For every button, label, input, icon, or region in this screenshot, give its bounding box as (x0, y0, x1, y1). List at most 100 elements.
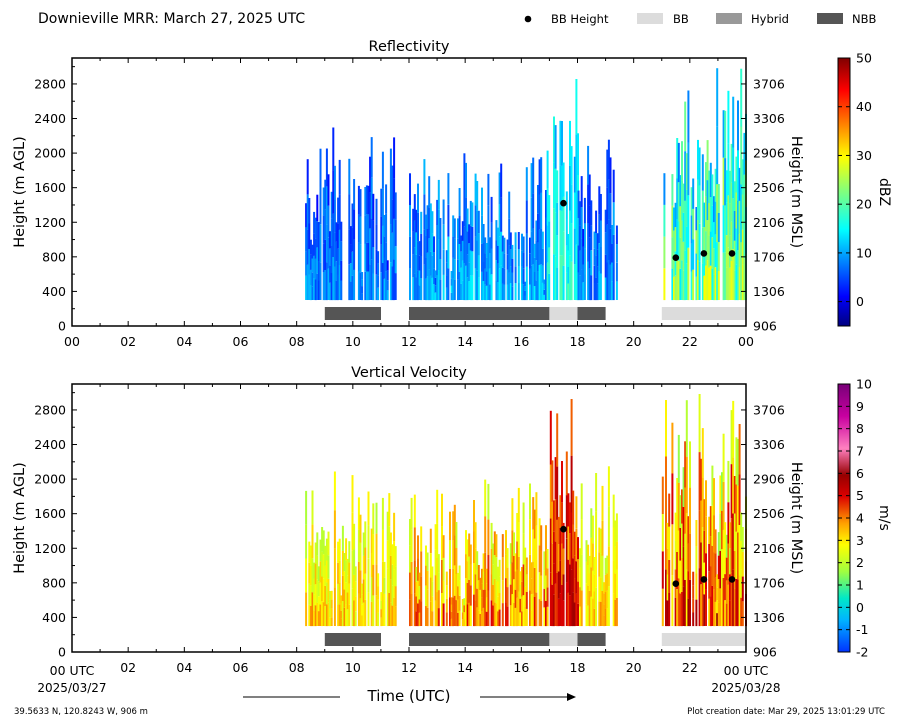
echo-cell (415, 581, 418, 597)
echo-cell (441, 526, 443, 560)
echo-cell (353, 574, 356, 601)
station-location: 39.5633 N, 120.8243 W, 906 m (14, 707, 148, 717)
echo-cell (305, 251, 308, 276)
echo-cell (345, 560, 348, 583)
echo-cell (367, 491, 370, 526)
x-tick-label: 10 (345, 660, 361, 675)
echo-cell (308, 604, 311, 626)
echo-cell (569, 255, 571, 301)
echo-cell (330, 617, 333, 626)
echo-cell (431, 596, 434, 612)
echo-cell (705, 589, 707, 626)
echo-cell (514, 266, 517, 284)
echo-cell (681, 180, 683, 221)
echo-cell (325, 560, 328, 583)
echo-cell (420, 551, 423, 577)
echo-cell (465, 231, 467, 266)
echo-cell (319, 262, 322, 300)
echo-cell (700, 542, 703, 585)
echo-cell (482, 607, 485, 627)
echo-cell (545, 575, 547, 601)
y-tick-label: 2000 (34, 146, 66, 161)
echo-cell (598, 271, 601, 300)
echo-cell (393, 597, 396, 626)
echo-cell (429, 227, 432, 252)
echo-cell (338, 582, 341, 605)
echo-cell (369, 264, 372, 300)
echo-cell (325, 186, 328, 225)
echo-cell (337, 583, 340, 605)
echo-cell (317, 581, 320, 597)
echo-cell (668, 559, 671, 593)
echo-cell (442, 224, 445, 250)
echo-cell (367, 271, 370, 301)
echo-cell (503, 284, 506, 301)
echo-cell (573, 531, 576, 556)
echo-cell (338, 538, 341, 561)
echo-cell (556, 572, 559, 627)
echo-cell (663, 268, 666, 301)
colorbar-label: dBZ (876, 178, 892, 206)
echo-cell (695, 546, 698, 574)
echo-cell (561, 165, 563, 211)
echo-cell (508, 218, 511, 246)
echo-cell (553, 208, 555, 255)
echo-cell (394, 192, 397, 220)
echo-cell (684, 533, 687, 580)
echo-cell (330, 273, 333, 301)
echo-cell (468, 602, 471, 626)
echo-cell (585, 583, 588, 605)
echo-cell (549, 464, 552, 519)
echo-cell (585, 561, 588, 584)
echo-cell (348, 229, 351, 265)
echo-cell (380, 244, 383, 273)
echo-cell (684, 101, 687, 152)
echo-cell (354, 596, 357, 612)
echo-cell (562, 231, 565, 266)
echo-cell (713, 478, 715, 516)
echo-cell (413, 273, 416, 301)
echo-cell (386, 290, 389, 301)
echo-cell (425, 214, 427, 236)
x-tick-label: 08 (289, 334, 305, 349)
echo-cell (357, 593, 360, 627)
echo-cell (506, 239, 509, 255)
echo-cell (437, 608, 440, 627)
echo-cell (333, 199, 336, 233)
echo-cell (604, 254, 607, 278)
echo-cell (583, 223, 586, 249)
echo-cell (569, 165, 571, 211)
echo-cell (375, 224, 378, 250)
echo-cell (445, 585, 448, 599)
echo-cell (690, 271, 693, 300)
echo-cell (661, 588, 664, 627)
echo-cell (388, 493, 391, 527)
echo-cell (485, 257, 488, 272)
echo-cell (431, 611, 434, 627)
echo-cell (377, 251, 380, 264)
echo-cell (540, 575, 543, 601)
echo-cell (321, 527, 324, 552)
echo-cell (711, 465, 714, 506)
echo-cell (598, 527, 601, 553)
echo-cell (517, 522, 520, 557)
echo-cell (333, 266, 336, 301)
echo-cell (509, 543, 512, 564)
echo-cell (457, 572, 459, 587)
echo-cell (309, 565, 312, 586)
echo-cell (582, 229, 585, 247)
echo-cell (314, 279, 317, 301)
echo-cell (517, 557, 520, 592)
echo-cell (474, 522, 477, 549)
echo-cell (426, 252, 429, 277)
y2-tick-label: 2906 (753, 472, 785, 487)
echo-cell (740, 184, 743, 243)
echo-cell (413, 560, 416, 594)
echo-cell (489, 284, 491, 301)
colorbar-tick-label: 8 (856, 421, 864, 436)
echo-cell (725, 235, 728, 268)
echo-cell (385, 213, 388, 243)
echo-cell (313, 278, 316, 300)
echo-cell (674, 541, 677, 570)
echo-cell (479, 577, 482, 590)
